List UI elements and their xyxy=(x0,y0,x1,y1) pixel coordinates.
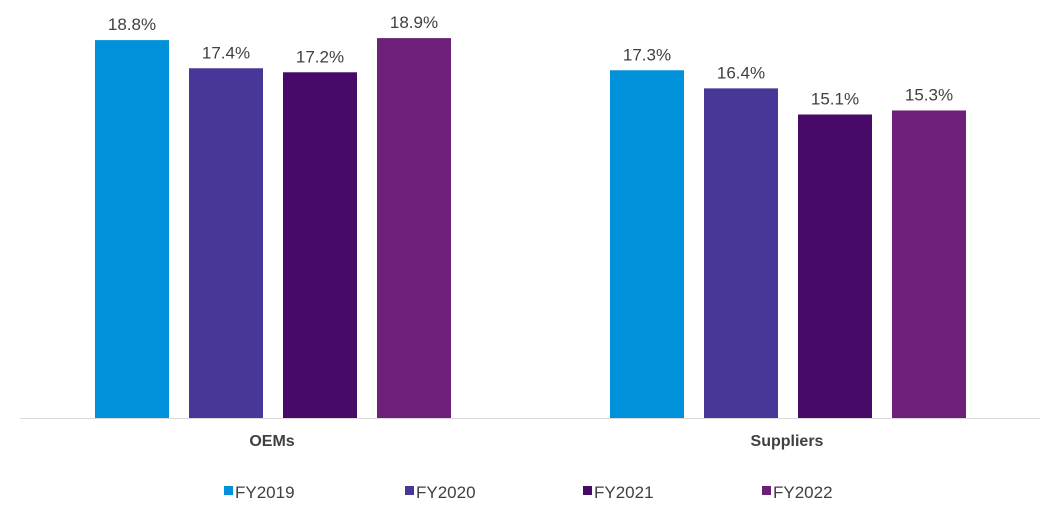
value-label-suppliers-fy2021: 15.1% xyxy=(811,89,859,108)
value-label-oems-fy2022: 18.9% xyxy=(390,13,438,32)
legend-label-fy2021: FY2021 xyxy=(594,483,654,502)
legend-item-fy2022[interactable]: FY2022 xyxy=(762,483,833,502)
legend-item-fy2019[interactable]: FY2019 xyxy=(224,483,295,502)
value-label-oems-fy2019: 18.8% xyxy=(108,15,156,34)
bar-suppliers-fy2022 xyxy=(892,110,966,418)
value-label-suppliers-fy2022: 15.3% xyxy=(905,85,953,104)
legend-label-fy2019: FY2019 xyxy=(235,483,295,502)
bar-oems-fy2019 xyxy=(95,40,169,419)
legend-label-fy2022: FY2022 xyxy=(773,483,833,502)
bar-suppliers-fy2020 xyxy=(704,88,778,419)
category-labels-group: OEMs Suppliers xyxy=(249,433,823,450)
legend-item-fy2021[interactable]: FY2021 xyxy=(583,483,654,502)
bar-suppliers-fy2021 xyxy=(798,114,872,419)
value-label-oems-fy2020: 17.4% xyxy=(202,43,250,62)
bar-oems-fy2021 xyxy=(283,72,357,418)
legend: FY2019 FY2020 FY2021 FY2022 xyxy=(224,483,833,502)
category-label-suppliers: Suppliers xyxy=(751,433,824,450)
legend-swatch-fy2022 xyxy=(762,486,771,495)
bar-suppliers-fy2019 xyxy=(610,70,684,419)
legend-swatch-fy2020 xyxy=(405,486,414,495)
value-label-suppliers-fy2019: 17.3% xyxy=(623,45,671,64)
category-label-oems: OEMs xyxy=(249,433,294,450)
value-label-oems-fy2021: 17.2% xyxy=(296,47,344,66)
value-label-suppliers-fy2020: 16.4% xyxy=(717,63,765,82)
legend-swatch-fy2021 xyxy=(583,486,592,495)
legend-item-fy2020[interactable]: FY2020 xyxy=(405,483,476,502)
value-labels-group: 18.8% 17.3% 17.4% 16.4% 17.2% 15.1% 18.9% 15.3% xyxy=(108,13,953,108)
bar-oems-fy2020 xyxy=(189,68,263,418)
bar-oems-fy2022 xyxy=(377,38,451,419)
bars-group xyxy=(95,38,966,419)
legend-label-fy2020: FY2020 xyxy=(416,483,476,502)
legend-swatch-fy2019 xyxy=(224,486,233,495)
